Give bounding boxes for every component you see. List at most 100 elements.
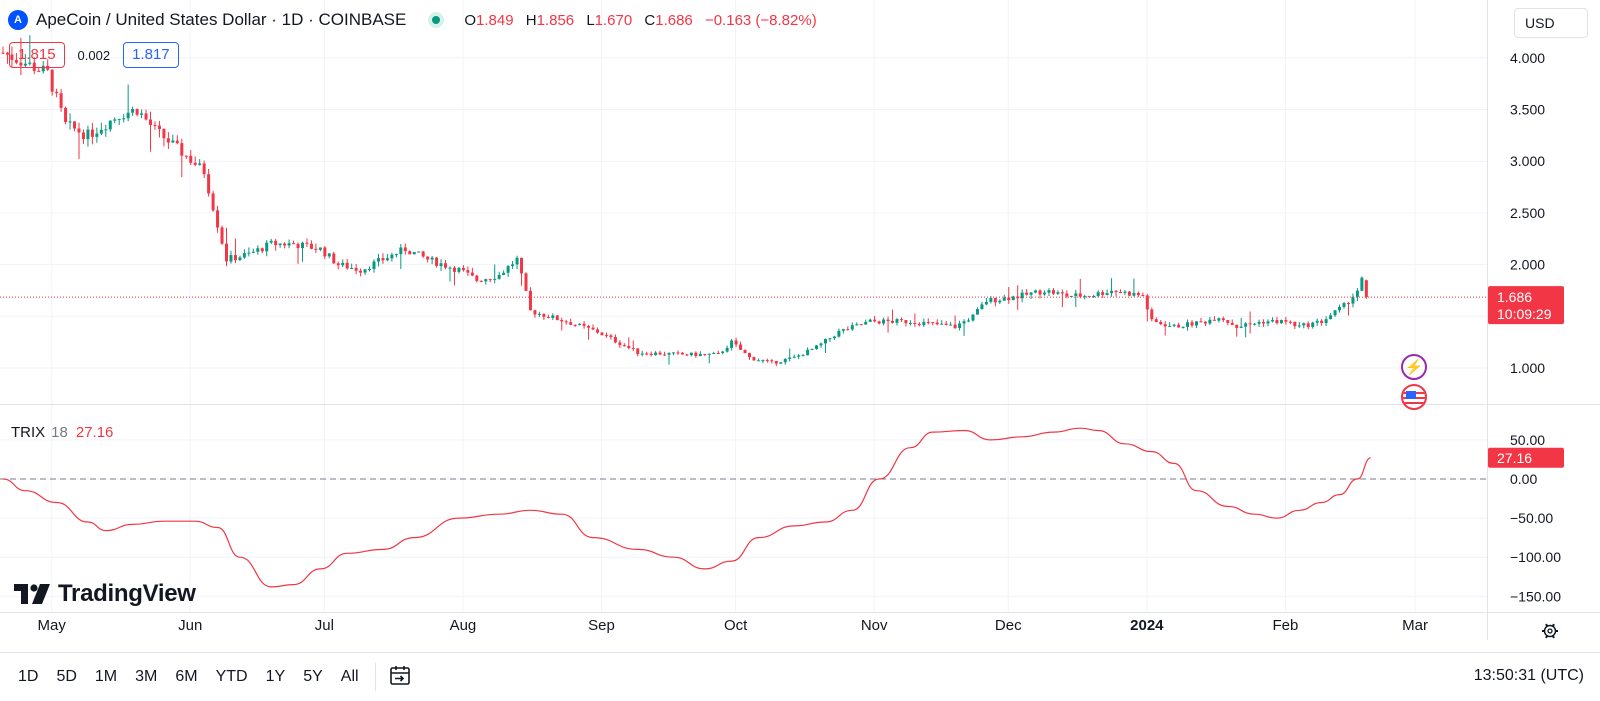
us-flag-event-icon[interactable]: [1401, 384, 1427, 410]
trix-legend[interactable]: TRIX 18 27.16: [11, 424, 113, 441]
candle: [886, 316, 890, 333]
range-3m-button[interactable]: 3M: [135, 668, 158, 685]
candle: [913, 313, 917, 327]
candle: [792, 354, 796, 359]
candle: [1257, 319, 1261, 327]
candle: [1145, 293, 1149, 322]
candle: [171, 134, 175, 143]
candle: [524, 272, 528, 292]
candle: [560, 317, 564, 331]
candle: [1136, 291, 1140, 297]
symbol-title[interactable]: ApeCoin / United States Dollar · 1D · CO…: [36, 10, 407, 29]
range-1m-button[interactable]: 1M: [94, 668, 118, 685]
candle: [59, 89, 63, 112]
candle: [376, 253, 380, 267]
candle: [899, 317, 903, 323]
candle: [1011, 295, 1015, 301]
candle: [1038, 289, 1042, 299]
candle: [707, 353, 711, 364]
last-price-label-bg: [1488, 286, 1564, 325]
candle: [1333, 310, 1337, 317]
toolbar-divider: [374, 663, 376, 691]
trix-line[interactable]: [2, 427, 1372, 588]
candle: [1262, 319, 1266, 327]
candle: [743, 349, 747, 354]
apecoin-logo-icon[interactable]: A: [8, 10, 28, 30]
candle: [283, 242, 287, 249]
market-open-dot-icon[interactable]: [428, 12, 445, 28]
candle: [260, 247, 264, 254]
currency-button[interactable]: USD: [1514, 8, 1588, 38]
range-1d-button[interactable]: 1D: [18, 668, 39, 685]
candle: [64, 106, 68, 125]
gear-icon[interactable]: [1542, 623, 1558, 639]
candle: [296, 242, 300, 264]
range-all-button[interactable]: All: [340, 668, 359, 685]
candle: [309, 240, 313, 250]
time-axis-label: Feb: [1272, 617, 1298, 634]
candle: [153, 121, 157, 130]
price-axis-tick: 1.000: [1510, 360, 1545, 376]
calendar-goto-icon[interactable]: [388, 663, 412, 692]
candle: [359, 268, 363, 277]
candle: [806, 347, 810, 356]
candle: [1293, 321, 1297, 329]
candle: [55, 88, 59, 98]
candle: [756, 358, 760, 362]
candle: [28, 35, 32, 66]
candle: [917, 322, 921, 327]
last-price-label: 1.686: [1497, 289, 1532, 305]
candle: [944, 320, 948, 326]
candle: [640, 350, 644, 357]
candle: [832, 335, 836, 340]
candle: [810, 348, 814, 350]
candle: [975, 307, 979, 315]
candle: [712, 351, 716, 355]
range-ytd-button[interactable]: YTD: [215, 668, 248, 685]
candle: [850, 322, 854, 331]
sell-price-button[interactable]: 1.815: [9, 42, 65, 68]
candle: [859, 324, 863, 326]
tradingview-logo[interactable]: TradingView: [14, 580, 196, 608]
candle: [439, 259, 443, 271]
candle: [1186, 319, 1190, 331]
candle: [372, 259, 376, 273]
candle: [256, 245, 260, 255]
candle: [327, 253, 331, 259]
utc-clock[interactable]: 13:50:31 (UTC): [1473, 667, 1584, 684]
candle: [1253, 323, 1257, 326]
candle: [1, 46, 5, 54]
range-5y-button[interactable]: 5Y: [303, 668, 323, 685]
buy-price-button[interactable]: 1.817: [123, 42, 179, 68]
candlestick-series[interactable]: [1, 35, 1368, 367]
low-value: 1.670: [594, 11, 633, 29]
candle: [1208, 316, 1212, 326]
candle: [108, 120, 112, 132]
candle: [774, 360, 778, 367]
candle: [1275, 316, 1279, 325]
lightning-event-icon[interactable]: ⚡: [1401, 354, 1427, 380]
candle: [716, 350, 720, 355]
candle: [1226, 320, 1230, 326]
candle: [868, 318, 872, 322]
candle: [305, 238, 309, 248]
candle: [680, 352, 684, 355]
candle: [1235, 324, 1239, 337]
candle: [493, 264, 497, 284]
range-5d-button[interactable]: 5D: [56, 668, 77, 685]
candle: [202, 160, 206, 178]
candle: [783, 357, 787, 365]
candle: [627, 337, 631, 350]
range-6m-button[interactable]: 6M: [175, 668, 198, 685]
candle: [1110, 278, 1114, 297]
high-label: H: [525, 11, 537, 29]
range-1y-button[interactable]: 1Y: [265, 668, 286, 685]
candle: [73, 121, 77, 132]
candle: [1338, 304, 1342, 313]
trix-axis-tick: −100.00: [1510, 549, 1561, 565]
candle: [211, 190, 215, 212]
candle: [1056, 290, 1060, 295]
candle: [980, 301, 984, 310]
time-axis-label: Mar: [1402, 617, 1428, 634]
